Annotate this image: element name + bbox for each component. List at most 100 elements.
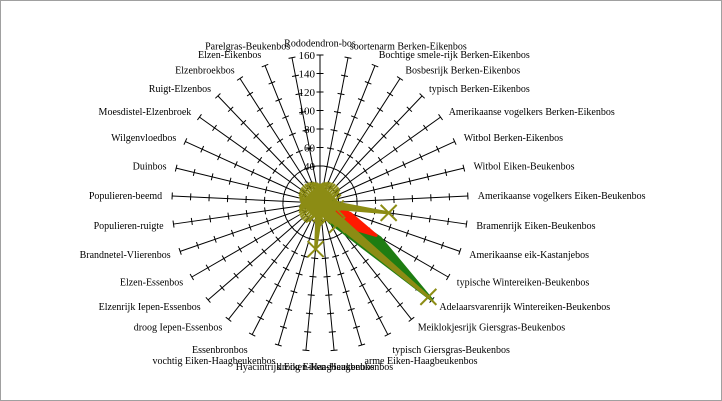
axis-tick-mark [290,290,298,294]
axis-tick-mark [282,266,290,271]
axis-tick-mark [257,156,263,164]
series-3-point [306,240,325,258]
axis-tick-mark [372,186,376,194]
axis-tick-mark [351,244,358,250]
axis-tick-mark [192,168,196,176]
axis-tick-mark [346,153,354,159]
axis-tick-mark [367,299,375,304]
axis-tick-mark [253,236,259,244]
axis-tick-mark [423,235,427,243]
axis-tick-mark [213,235,217,243]
axis-tick-mark [259,273,266,279]
axis-tick-mark [366,122,374,128]
category-label: Witbol Berken-Eikenbos [464,133,563,144]
series-3-point [308,181,327,199]
radial-tick-label: 160 [299,50,316,62]
axis-tick-mark [295,272,303,276]
axis-tick-mark [248,332,256,337]
category-label: soortenarm Berken-Eikenbos [350,41,467,52]
axis-tick-mark [408,177,412,185]
category-label: Moesdistel-Elzenbroek [99,107,192,118]
category-label: Wilgenvloedbos [111,133,176,144]
axis-tick-mark [257,316,264,321]
axis-tick-mark [225,316,232,322]
axis-tick-mark [354,190,358,198]
axis-tick-mark [377,156,383,164]
axis-tick-mark [462,164,466,172]
axis-tick-mark [178,247,182,255]
axis-tick-mark [221,255,227,262]
axis-tick-mark [287,178,293,185]
axis-tick-mark [246,182,250,190]
axis-tick-mark [299,233,307,238]
axis-tick-mark [196,241,200,249]
axis-tick-mark [275,98,283,102]
axis-tick-mark [330,129,338,132]
axis-tick-mark [291,173,298,179]
series-3-point [318,209,337,227]
axis-tick-mark [276,138,284,144]
category-label: Hyacintrijk Eiken-Haagbeukenbos [236,362,375,373]
category-label: Adelaarsvarenrijk Wintereiken-Beukenbos [439,302,610,313]
axis-tick-mark [347,308,355,311]
axis-tick-mark [350,115,358,119]
axis-tick-mark [246,91,254,97]
axis-tick-mark [407,135,413,142]
category-label: Duinbos [133,161,167,172]
axis-tick-mark [330,349,338,352]
axis-tick-mark [337,272,345,276]
axis-tick-mark [230,229,235,237]
axis-tick-mark [248,287,255,293]
axis-tick-mark [267,176,272,184]
category-label: typische Wintereiken-Beukenbos [457,278,590,289]
axis-tick-mark [302,166,310,171]
axis-tick-mark [342,173,349,179]
axis-tick-mark [364,81,372,85]
axis-tick-mark [189,273,195,281]
axis-tick-mark [278,160,285,166]
axis-tick-mark [458,247,462,255]
axis-tick-mark [285,308,293,311]
axis-tick-mark [219,284,225,291]
axis-tick-mark [305,147,314,150]
axis-tick-mark [265,299,273,304]
axes-group: 20406080100120140160 [171,50,469,352]
axis-tick-mark [347,178,353,185]
category-label: Populieren-beemd [89,191,162,202]
axis-tick-mark [240,119,247,126]
category-label: Bochtige smele-rijk Berken-Eikenbos [379,50,530,61]
category-label: Meiklokjesrijk Giersgras-Beukenbos [418,323,566,334]
axis-tick-mark [380,133,387,139]
axis-tick-mark [227,212,230,220]
axis-tick-mark [284,184,289,192]
axis-tick-mark [227,106,234,113]
axis-tick-mark [390,182,394,190]
axis-tick-mark [307,294,315,296]
category-label: droog Eiken-Haagbeukenbos [277,362,393,373]
axis-tick-mark [359,283,366,288]
axis-tick-mark [302,349,310,352]
axis-tick-mark [444,168,448,176]
category-label: Parelgras-Beukenbos [205,41,290,52]
axis-tick-mark [326,147,335,150]
category-label: Ruigt-Elzenbos [149,84,211,95]
category-label: typisch Giersgras-Beukenbos [392,345,510,356]
axis-tick-mark [286,153,294,159]
category-label: Elzenrijk Iepen-Essenbos [99,302,201,313]
axis-tick-mark [274,343,282,347]
axis-tick-mark [405,229,410,237]
axis-tick-mark [376,316,383,321]
axis-tick-mark [392,146,398,153]
axis-tick-mark [309,275,317,278]
series-3-point [306,182,324,200]
axis-tick-mark [333,111,342,114]
axis-tick-mark [358,343,366,347]
axis-tick-mark [362,167,368,174]
category-label: Elzen-Essenbos [120,278,183,289]
category-label: Amerikaanse vogelkers Eiken-Beukenbos [478,191,646,202]
radial-tick-label: 60 [304,143,316,155]
axis-tick-mark [282,244,289,250]
axis-tick-mark [321,257,329,260]
